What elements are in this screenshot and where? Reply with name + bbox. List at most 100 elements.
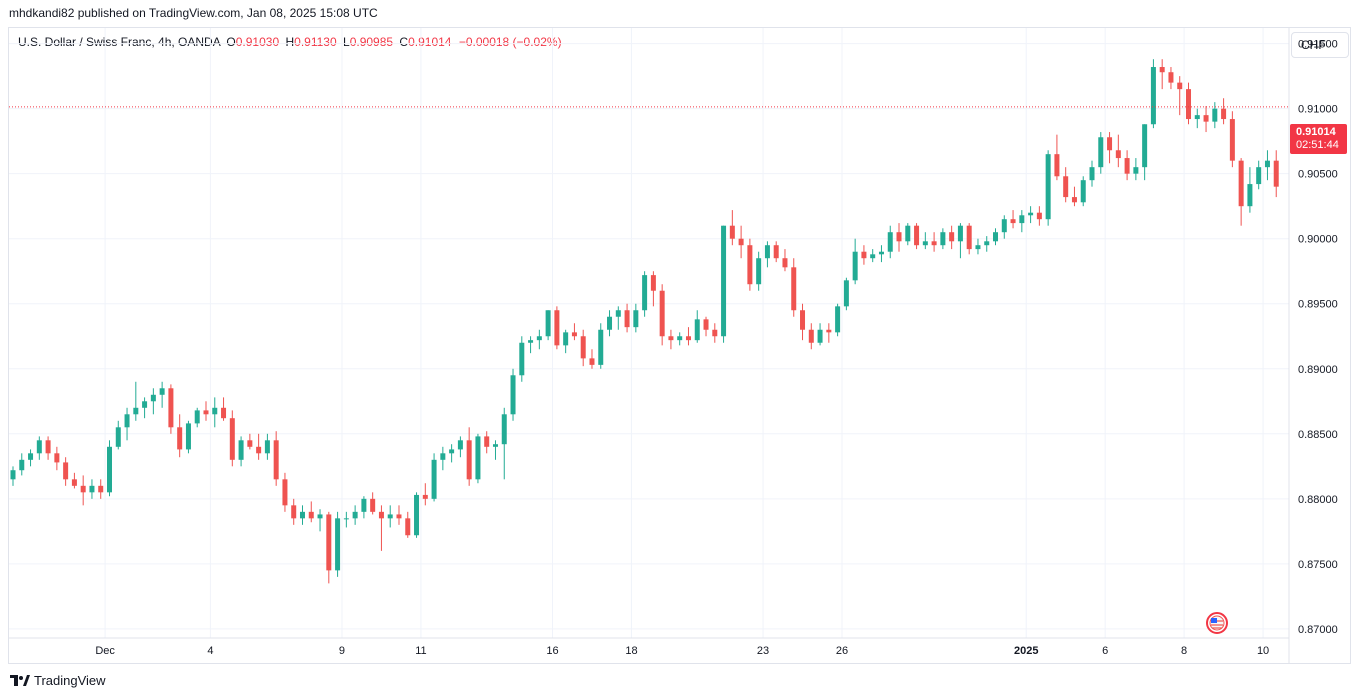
footer-brand[interactable]: TradingView [10,673,106,688]
candle-body [993,232,999,242]
candle-body [536,336,542,341]
candle-body [457,440,463,450]
candle-body [36,440,42,454]
candle-body [484,436,490,447]
y-tick-label: 0.90000 [1298,234,1338,246]
y-tick-label: 0.87500 [1298,559,1338,571]
candle-body [405,518,411,536]
candle-body [106,446,112,493]
candle-body [1010,219,1016,224]
high-value: 0.91130 [294,35,337,49]
x-tick-label: 6 [1102,645,1108,657]
candle-body [80,485,86,493]
low-value: 0.90985 [349,35,394,49]
candle-body [563,332,569,346]
candle-body [1036,212,1042,220]
candle-body [475,436,481,480]
candle-body [800,310,806,330]
candle-body [212,407,218,415]
candle-body [133,407,139,415]
us-flag-icon[interactable] [1203,611,1231,635]
x-tick-label: Dec [95,645,115,657]
candle-body [878,251,884,255]
y-tick-label: 0.88500 [1298,429,1338,441]
candle-body [580,336,586,359]
open-label: O [226,35,236,49]
y-tick-label: 0.88000 [1298,494,1338,506]
candle-body [335,518,341,571]
candle-body [1194,115,1200,120]
candle-body [150,394,156,402]
change-value: −0.00018 (−0.02%) [458,35,562,49]
candle-body [1098,137,1104,168]
candle-body [650,275,656,291]
candle-body [1019,215,1025,224]
candle-body [1071,197,1077,203]
candle-body [45,440,51,454]
candle-body [422,494,428,499]
candle-body [1177,82,1183,90]
x-tick-label: 2025 [1014,645,1038,657]
candle-body [545,310,551,337]
candle-body [1124,158,1130,174]
candle-body [466,440,472,480]
candle-body [931,241,937,246]
candle-body [957,225,963,242]
candle-body [63,462,69,480]
candle-body [615,310,621,317]
candle-body [1221,108,1227,120]
candle-body [1150,67,1156,125]
candle-body [922,241,928,246]
y-tick-label: 0.89000 [1298,364,1338,376]
candle-body [826,329,832,333]
candle-body [247,440,253,447]
x-tick-label: 16 [546,645,558,657]
x-tick-label: 8 [1181,645,1187,657]
candle-body [747,245,753,285]
candle-body [89,485,95,493]
candle-body [519,342,525,376]
candle-body [852,251,858,281]
candle-body [905,225,911,242]
candle-body [528,340,534,343]
candle-body [19,459,25,471]
candle-body [756,258,762,285]
y-tick-label: 0.90500 [1298,169,1338,181]
candle-body [431,459,437,499]
candle-body [1238,160,1244,207]
candle-body [659,290,665,337]
candle-body [264,440,270,454]
candle-body [685,336,691,341]
candle-body [1133,167,1139,174]
candle-body [387,514,393,519]
candle-body [396,514,402,519]
x-tick-label: 23 [757,645,769,657]
last-price-tag: 0.91014 02:51:44 [1290,124,1347,154]
candle-body [168,388,174,428]
candle-body [782,258,788,268]
candle-body [861,251,867,259]
candle-body [115,427,121,447]
low-label: L [343,35,350,49]
x-tick-label: 10 [1257,645,1269,657]
ohlc-legend: U.S. Dollar / Swiss Franc, 4h, OANDA O0.… [18,35,562,49]
x-tick-label: 18 [625,645,637,657]
currency-button[interactable]: CHF [1291,32,1349,58]
candle-body [589,358,595,365]
candle-body [729,225,735,239]
candle-body [308,511,314,519]
candle-body [256,446,262,454]
candle-body [343,518,349,520]
candle-body [984,241,990,246]
candle-body [703,319,709,330]
candle-body [1045,154,1051,220]
candle-body [1273,160,1279,187]
candle-body [238,440,244,460]
candle-body [887,232,893,252]
candle-body [440,453,446,460]
x-tick-label: 4 [207,645,213,657]
candle-body [1080,180,1086,203]
candle-body [1256,167,1262,185]
candle-body [1247,184,1253,207]
